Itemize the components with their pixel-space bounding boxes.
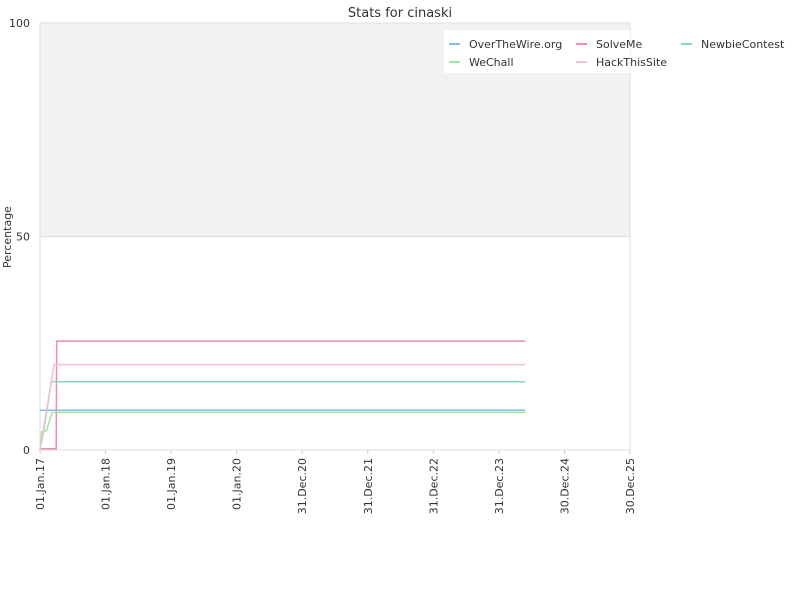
y-tick-label: 50 <box>16 231 30 244</box>
series-line-wechall <box>39 411 526 451</box>
x-tick-label: 31.Dec.21 <box>362 458 375 514</box>
legend-box <box>444 30 630 73</box>
x-tick-label: 31.Dec.22 <box>427 458 440 514</box>
legend-label: OverTheWire.org <box>469 38 562 51</box>
chart-title: Stats for cinaski <box>348 6 452 21</box>
x-tick-label: 30.Dec.25 <box>624 458 637 514</box>
series-line-hackthissite <box>39 363 526 451</box>
series-line-solveme <box>40 340 526 450</box>
legend-label: HackThisSite <box>596 56 667 69</box>
x-tick-label: 01.Jan.20 <box>231 458 244 510</box>
x-tick-label: 31.Dec.20 <box>296 458 309 514</box>
x-tick-label: 01.Jan.18 <box>100 458 113 510</box>
y-tick-label: 100 <box>9 17 30 30</box>
x-tick-label: 30.Dec.24 <box>558 458 571 514</box>
x-tick-label: 01.Jan.17 <box>34 458 47 510</box>
x-tick-label: 01.Jan.19 <box>165 458 178 510</box>
x-tick-label: 31.Dec.23 <box>493 458 506 514</box>
legend-label: NewbieContest <box>701 38 785 51</box>
plot-border <box>39 22 631 451</box>
x-ticks: 01.Jan.17 01.Jan.18 01.Jan.19 01.Jan.20 31.D… <box>34 450 637 514</box>
y-axis-label: Percentage <box>1 206 14 268</box>
legend-label: WeChall <box>469 56 514 69</box>
series-lines <box>39 340 526 451</box>
legend-label: SolveMe <box>596 38 643 51</box>
legend: OverTheWire.org SolveMe NewbieContest WeCha… <box>444 30 785 73</box>
y-ticks: 0 50 100 <box>9 17 30 457</box>
y-tick-label: 0 <box>23 444 30 457</box>
